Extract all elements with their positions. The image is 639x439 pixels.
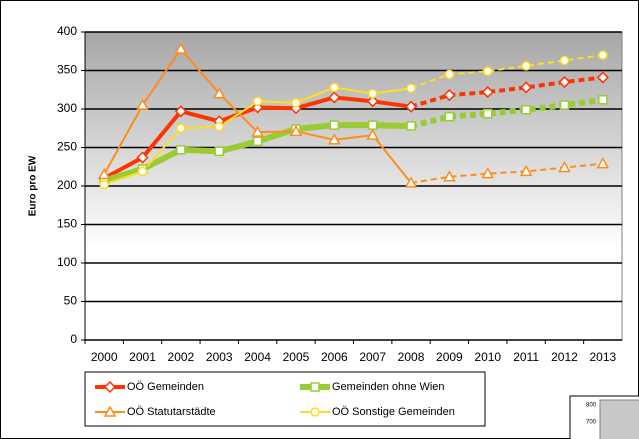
x-tick-label: 2001	[129, 350, 156, 364]
legend-label: OÖ Statutarstädte	[127, 406, 216, 418]
x-tick-label: 2013	[589, 350, 616, 364]
legend	[84, 371, 486, 427]
marker	[137, 166, 148, 177]
marker	[559, 100, 570, 110]
marker	[103, 380, 117, 394]
marker	[291, 98, 301, 108]
marker	[596, 157, 610, 169]
marker	[483, 108, 493, 119]
marker	[99, 179, 109, 190]
x-tick-label: 2000	[91, 350, 118, 364]
marker	[289, 124, 303, 137]
legend-label: OÖ Sonstige Gemeinden	[332, 406, 455, 418]
marker	[443, 89, 456, 102]
marker	[176, 145, 186, 155]
inset-tick-label: 800	[586, 403, 597, 409]
marker	[406, 121, 416, 131]
marker	[367, 88, 378, 99]
marker	[214, 146, 224, 157]
marker	[598, 95, 608, 105]
x-tick-label: 2008	[398, 350, 425, 364]
marker	[310, 382, 320, 392]
forecast-line	[410, 96, 604, 129]
marker	[176, 123, 186, 133]
marker	[252, 136, 263, 147]
y-tick-label: 350	[57, 63, 77, 77]
x-tick-label: 2005	[283, 350, 310, 364]
marker	[483, 66, 493, 77]
marker	[443, 170, 456, 182]
x-tick-label: 2002	[168, 350, 195, 364]
marker	[596, 71, 609, 84]
x-tick-label: 2006	[321, 350, 348, 364]
marker	[174, 105, 187, 118]
x-tick-label: 2003	[206, 350, 233, 364]
marker	[558, 75, 571, 89]
y-tick-label: 200	[57, 178, 77, 192]
x-tick-label: 2004	[244, 350, 271, 364]
y-tick-label: 0	[70, 332, 77, 346]
marker	[366, 128, 379, 140]
marker	[598, 50, 608, 60]
legend-label: Gemeinden ohne Wien	[332, 381, 445, 393]
marker	[519, 164, 533, 177]
x-tick-label: 2012	[551, 350, 578, 364]
y-tick-label: 400	[57, 24, 77, 38]
legend-label: OÖ Gemeinden	[127, 381, 204, 393]
marker	[328, 133, 341, 145]
marker	[481, 85, 494, 99]
marker	[481, 167, 495, 179]
marker	[367, 120, 378, 130]
x-tick-label: 2009	[436, 350, 463, 364]
y-tick-label: 300	[57, 101, 77, 115]
x-tick-label: 2010	[474, 350, 501, 364]
marker	[310, 407, 320, 417]
inset-plot	[599, 399, 639, 439]
marker	[329, 82, 340, 93]
inset-tick-label: 700	[586, 420, 597, 426]
marker	[97, 167, 111, 180]
marker	[520, 81, 533, 94]
y-tick-label: 250	[57, 140, 77, 154]
marker	[404, 176, 418, 188]
forecast-line	[410, 162, 603, 184]
marker	[252, 96, 263, 107]
marker	[366, 95, 379, 108]
marker	[404, 100, 418, 113]
marker	[444, 111, 455, 122]
marker	[558, 160, 571, 173]
forecast-line	[410, 54, 603, 90]
x-tick-label: 2011	[513, 350, 539, 364]
y-tick-label: 150	[57, 217, 77, 231]
marker	[444, 69, 455, 80]
y-axis-label: Euro pro EW	[28, 155, 39, 216]
marker	[212, 87, 226, 99]
marker	[174, 42, 188, 54]
marker	[559, 55, 570, 66]
marker	[328, 91, 341, 104]
marker	[521, 105, 531, 115]
y-tick-label: 50	[64, 294, 78, 308]
marker	[136, 151, 149, 164]
x-tick-label: 2007	[359, 350, 386, 364]
marker	[521, 61, 531, 71]
marker	[406, 83, 416, 93]
forecast-line	[410, 75, 604, 109]
marker	[329, 120, 340, 130]
marker	[136, 98, 149, 110]
y-tick-label: 100	[57, 255, 77, 269]
marker	[251, 125, 264, 137]
marker	[214, 121, 224, 132]
marker	[103, 405, 117, 417]
